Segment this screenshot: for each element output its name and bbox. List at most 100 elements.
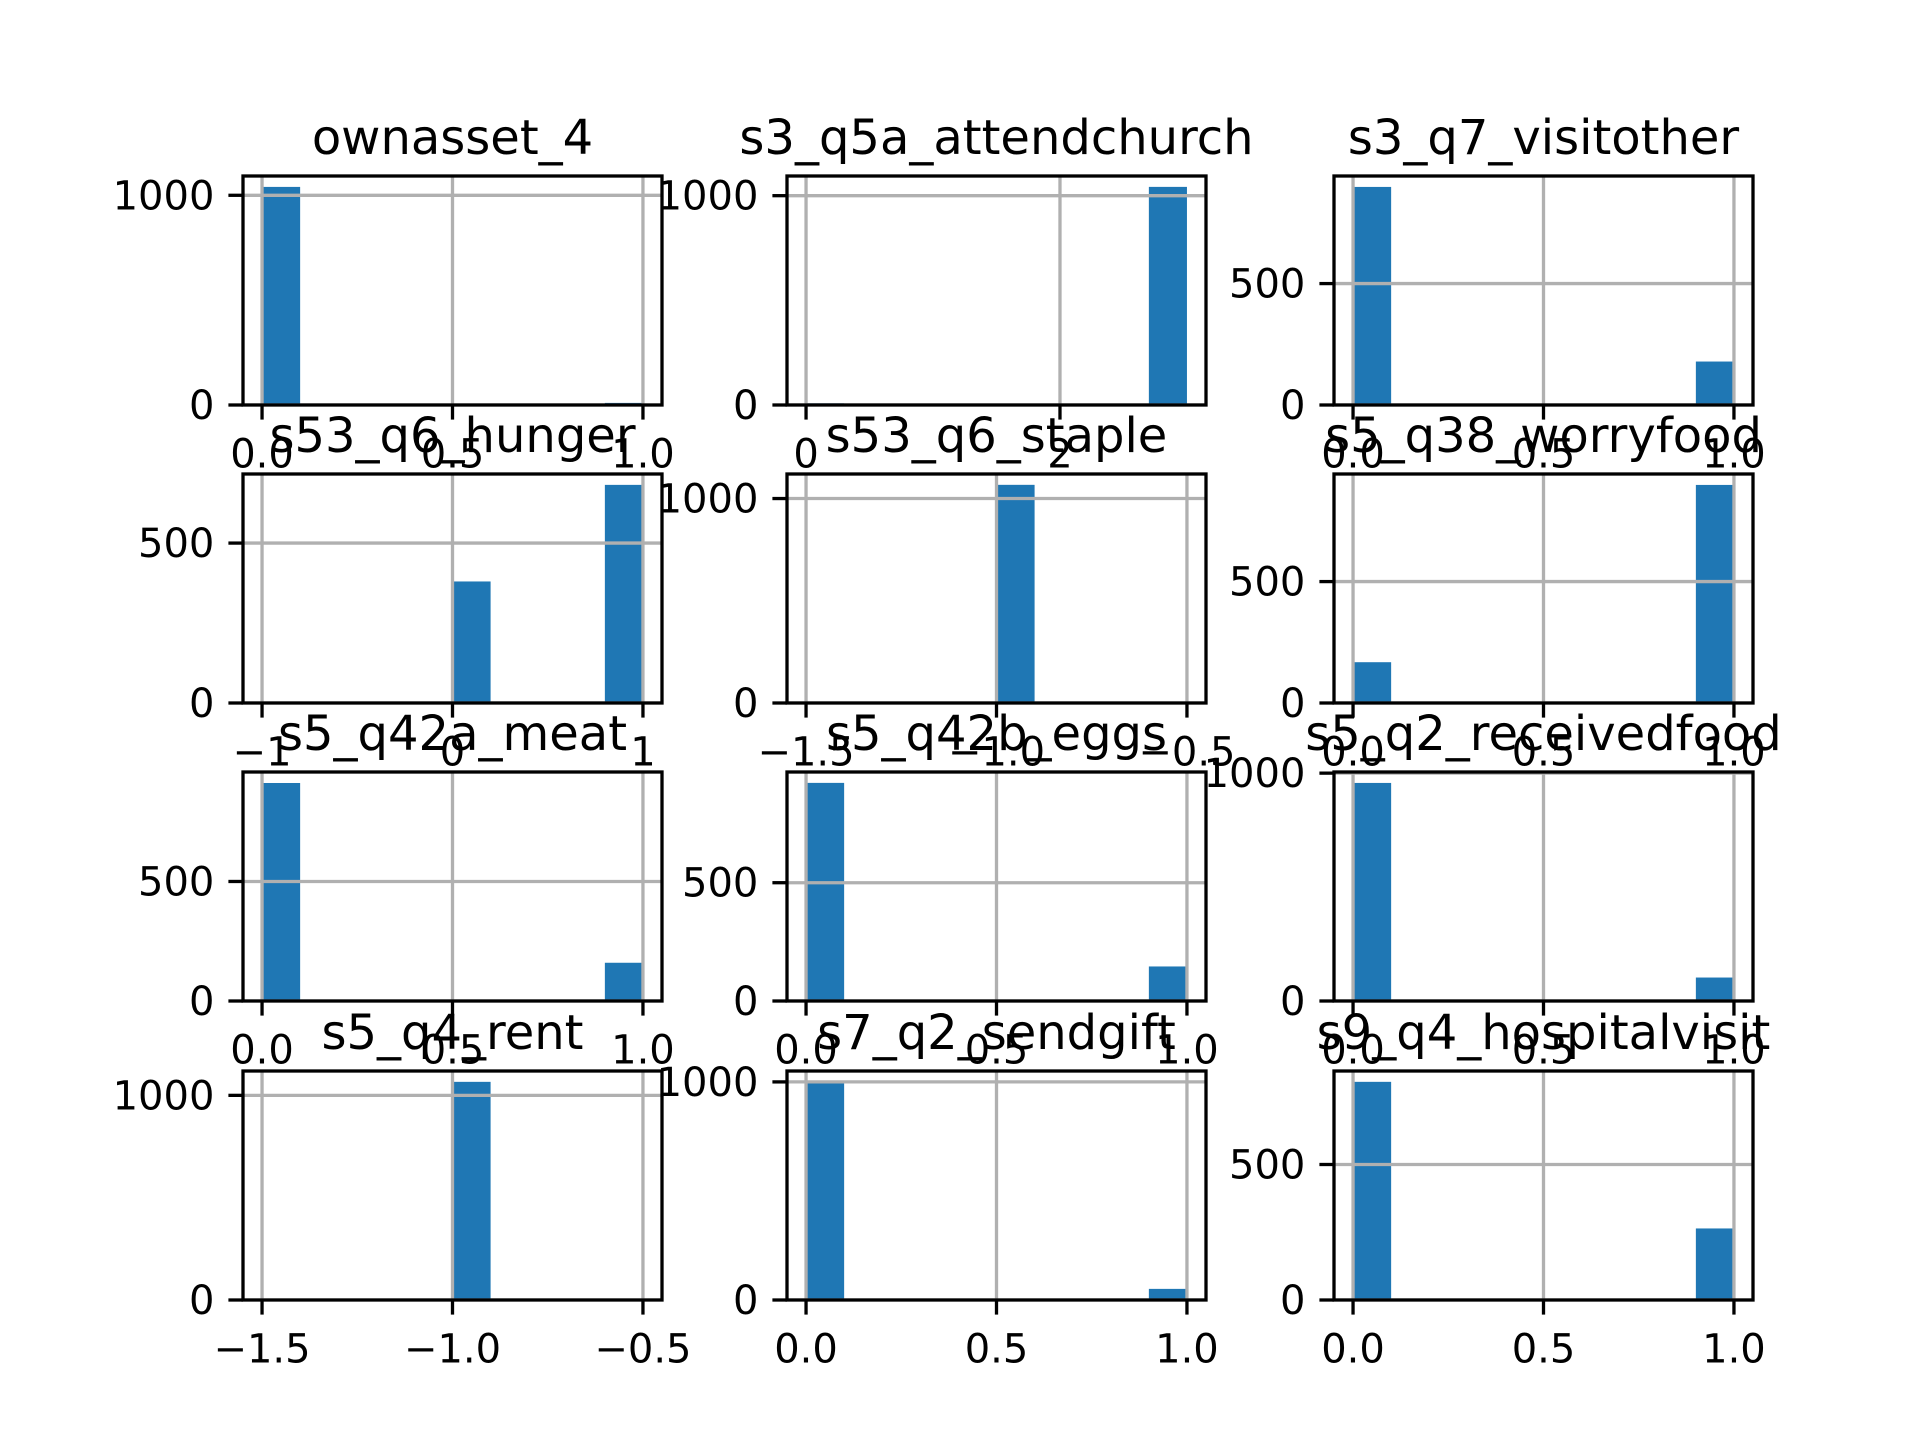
y-tick-label: 1000 — [1204, 751, 1306, 797]
axes-frame — [785, 174, 1208, 407]
x-tick-label: 1.0 — [1702, 1028, 1766, 1074]
y-tick-label: 0 — [733, 383, 758, 429]
bar — [262, 186, 301, 405]
plot-area — [1334, 474, 1753, 703]
x-tick-label: 0.5 — [421, 432, 485, 478]
subplot-title: s5_q4_rent — [321, 1005, 583, 1061]
y-tick-label: 0 — [1280, 979, 1305, 1025]
subplot-title: s5_q2_receivedfood — [1305, 706, 1782, 762]
y-tick-label: 1000 — [113, 1073, 215, 1119]
bar — [806, 1081, 845, 1300]
x-tick-label: 1.0 — [1702, 432, 1766, 478]
plot-area — [1334, 176, 1753, 405]
bar — [1695, 361, 1734, 405]
bar — [1353, 186, 1392, 405]
x-tick-label: −0.5 — [1138, 730, 1235, 776]
axes-frame — [241, 770, 664, 1003]
plot-area — [787, 474, 1206, 703]
subplot-title: s7_q2_sendgift — [817, 1005, 1176, 1061]
plot-area — [243, 474, 662, 703]
y-tick-label: 0 — [1280, 1278, 1305, 1324]
bar — [604, 484, 643, 703]
y-tick-label: 1000 — [113, 173, 215, 219]
subplot: 0.0 0.5 1.0 0 500 s9_q4_hospitalvisit — [1229, 1005, 1770, 1373]
subplot: −1 0 1 0 500 s53_q6_hunger — [138, 408, 664, 776]
y-tick-label: 1000 — [657, 174, 759, 220]
bar — [452, 581, 491, 703]
y-tick-label: 500 — [1229, 262, 1305, 308]
x-tick-label: 0.0 — [1321, 730, 1385, 776]
x-tick-label: 1.0 — [611, 432, 675, 478]
y-tick-label: 500 — [138, 859, 214, 905]
subplot-title: s5_q42a_meat — [278, 706, 627, 762]
x-tick-label: 0.0 — [1321, 1028, 1385, 1074]
axes-frame — [785, 472, 1208, 705]
subplot-title: s53_q6_hunger — [269, 408, 635, 464]
bar — [1353, 782, 1392, 1001]
x-tick-label: 1 — [630, 730, 655, 776]
x-tick-label: 0 — [440, 730, 465, 776]
y-tick-label: 500 — [682, 861, 758, 907]
axes-frame — [241, 472, 664, 705]
x-tick-label: 1.0 — [1702, 1327, 1766, 1373]
subplot: 0.0 0.5 1.0 0 500 s5_q42a_meat — [138, 706, 675, 1074]
y-tick-label: 0 — [733, 681, 758, 727]
x-tick-label: −1.0 — [948, 730, 1045, 776]
x-tick-label: 1.0 — [1155, 1028, 1219, 1074]
subplot: 0.0 0.5 1.0 0 1000 s7_q2_sendgift — [657, 1005, 1219, 1373]
y-tick-label: 0 — [733, 1278, 758, 1324]
axes-frame — [1332, 770, 1755, 1003]
x-tick-label: 0.0 — [1321, 1327, 1385, 1373]
x-tick-label: 0.0 — [230, 432, 294, 478]
axes-frame — [241, 174, 664, 407]
bar — [806, 782, 845, 1001]
y-tick-label: 0 — [1280, 681, 1305, 727]
y-tick-label: 0 — [189, 1278, 214, 1324]
plot-area — [787, 772, 1206, 1001]
y-tick-label: 0 — [189, 979, 214, 1025]
axes-frame — [1332, 472, 1755, 705]
x-tick-label: −1 — [233, 730, 292, 776]
y-tick-label: 0 — [1280, 383, 1305, 429]
x-tick-label: 0.5 — [1512, 1327, 1576, 1373]
bar — [1148, 1288, 1187, 1300]
x-tick-label: 0.0 — [774, 1028, 838, 1074]
bar — [996, 484, 1035, 703]
x-tick-label: 1.0 — [611, 1028, 675, 1074]
subplot: 0 2 0 1000 s3_q5a_attendchurch — [657, 110, 1254, 478]
subplot-title: ownasset_4 — [312, 110, 593, 166]
plot-area — [787, 1071, 1206, 1300]
y-tick-label: 500 — [1229, 560, 1305, 606]
x-tick-label: 0.5 — [1512, 730, 1576, 776]
x-tick-label: −0.5 — [594, 1327, 691, 1373]
plot-area — [243, 176, 662, 405]
axes-frame — [1332, 1069, 1755, 1302]
x-tick-label: 1.0 — [1702, 730, 1766, 776]
subplot-title: s53_q6_staple — [826, 408, 1168, 464]
y-tick-label: 1000 — [657, 1060, 759, 1106]
plot-area — [243, 1071, 662, 1300]
y-tick-label: 0 — [189, 383, 214, 429]
x-tick-label: 1.0 — [1155, 1327, 1219, 1373]
axes-frame — [785, 770, 1208, 1003]
subplot: −1.5 −1.0 −0.5 0 1000 s53_q6_staple — [657, 408, 1236, 776]
bar — [1148, 186, 1187, 405]
x-tick-label: 0.0 — [1321, 432, 1385, 478]
x-tick-label: 0.0 — [230, 1028, 294, 1074]
bar — [1353, 1081, 1392, 1300]
axes-frame — [241, 1069, 664, 1302]
bar — [1148, 966, 1187, 1001]
subplot: 0.0 0.5 1.0 0 500 s5_q42b_eggs — [682, 706, 1219, 1074]
x-tick-label: 0 — [793, 432, 818, 478]
axes-frame — [1332, 174, 1755, 407]
bar — [1695, 484, 1734, 703]
x-tick-label: 2 — [1047, 432, 1072, 478]
x-tick-label: 0.5 — [965, 1327, 1029, 1373]
y-tick-label: 500 — [138, 521, 214, 567]
subplot: 0.0 0.5 1.0 0 500 s5_q38_worryfood — [1229, 408, 1766, 776]
bar — [262, 782, 301, 1001]
